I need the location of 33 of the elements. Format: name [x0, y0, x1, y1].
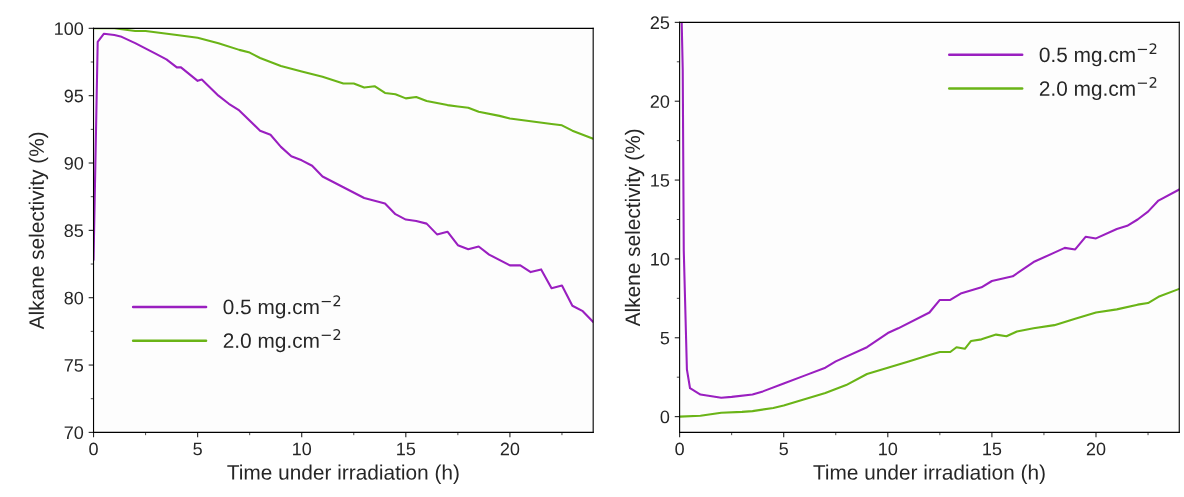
- x-tick-label: 0: [675, 442, 684, 456]
- line-series: [93, 32, 594, 323]
- x-axis-title: Time under irradiation (h): [227, 464, 459, 484]
- y-tick-label: 5: [660, 331, 670, 345]
- y-tick-label: 15: [651, 174, 670, 187]
- y-tick-label: 90: [64, 156, 84, 170]
- x-tick-label: 5: [779, 442, 788, 456]
- y-tick-label: 10: [651, 252, 670, 266]
- x-axis-title: Time under irradiation (h): [813, 464, 1045, 484]
- line-series: [679, 287, 1180, 418]
- y-tick-label: 80: [64, 291, 84, 305]
- y-tick-label: 75: [64, 359, 84, 372]
- y-tick-label: 20: [650, 95, 670, 108]
- y-tick-label: 100: [55, 22, 84, 36]
- x-tick-label: 10: [293, 442, 312, 456]
- legend-label: 2.0 mg.cm$^{−2}$: [1039, 76, 1157, 101]
- x-tick-label: 15: [983, 442, 1002, 456]
- y-tick-label: 95: [64, 89, 84, 103]
- legend-label: 2.0 mg.cm$^{−2}$: [223, 329, 341, 353]
- y-tick-label: 0: [660, 410, 670, 424]
- x-tick-label: 0: [89, 442, 98, 456]
- x-tick-label: 10: [879, 442, 898, 456]
- legend-label: 0.5 mg.cm$^{−2}$: [223, 295, 341, 319]
- y-tick-label: 85: [64, 224, 84, 238]
- x-tick-label: 20: [1086, 442, 1106, 456]
- y-axis-title: Alkene selectivity (%): [624, 129, 645, 327]
- y-tick-label: 25: [650, 16, 670, 30]
- y-axis-title: Alkane selectivity (%): [28, 132, 49, 330]
- x-tick-label: 5: [193, 442, 202, 456]
- y-tick-label: 70: [64, 426, 84, 440]
- x-tick-label: 20: [500, 442, 520, 456]
- legend-label: 0.5 mg.cm$^{−2}$: [1039, 43, 1157, 67]
- x-tick-label: 15: [397, 442, 416, 456]
